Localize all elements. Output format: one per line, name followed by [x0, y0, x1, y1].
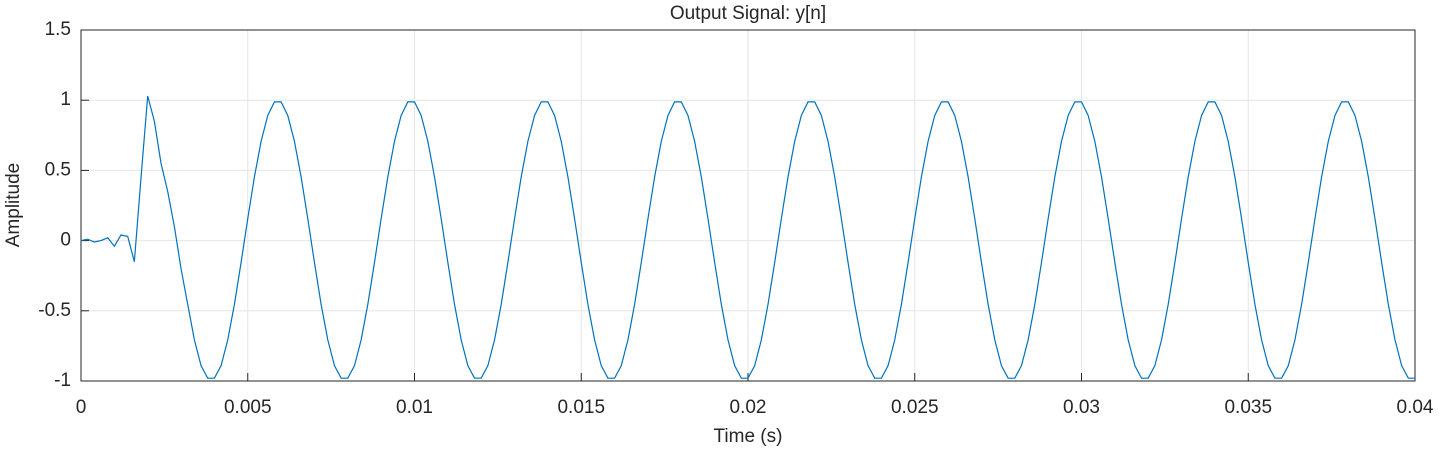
y-tick-label: -1 — [54, 370, 71, 391]
chart-title: Output Signal: y[n] — [670, 3, 826, 24]
signal-line — [80, 95, 1415, 379]
x-tick-label: 0 — [76, 397, 87, 418]
x-tick-label: 0.015 — [557, 397, 605, 418]
x-tick-label: 0.025 — [891, 397, 939, 418]
y-tick-label: 0.5 — [45, 159, 71, 180]
x-tick-label: 0.01 — [396, 397, 433, 418]
y-axis-label: Amplitude — [3, 163, 24, 248]
y-tick-label: 0 — [60, 230, 71, 251]
y-tick-label: 1.5 — [45, 19, 71, 40]
x-tick-label: 0.035 — [1224, 397, 1272, 418]
x-tick-label: 0.04 — [1397, 397, 1434, 418]
x-axis-label: Time (s) — [714, 426, 783, 447]
plot-frame — [80, 29, 1416, 382]
y-tick-label: 1 — [60, 89, 71, 110]
x-tick-label: 0.005 — [224, 397, 272, 418]
x-tick-label: 0.03 — [1063, 397, 1100, 418]
y-tick-label: -0.5 — [38, 300, 71, 321]
x-tick-label: 0.02 — [730, 397, 767, 418]
